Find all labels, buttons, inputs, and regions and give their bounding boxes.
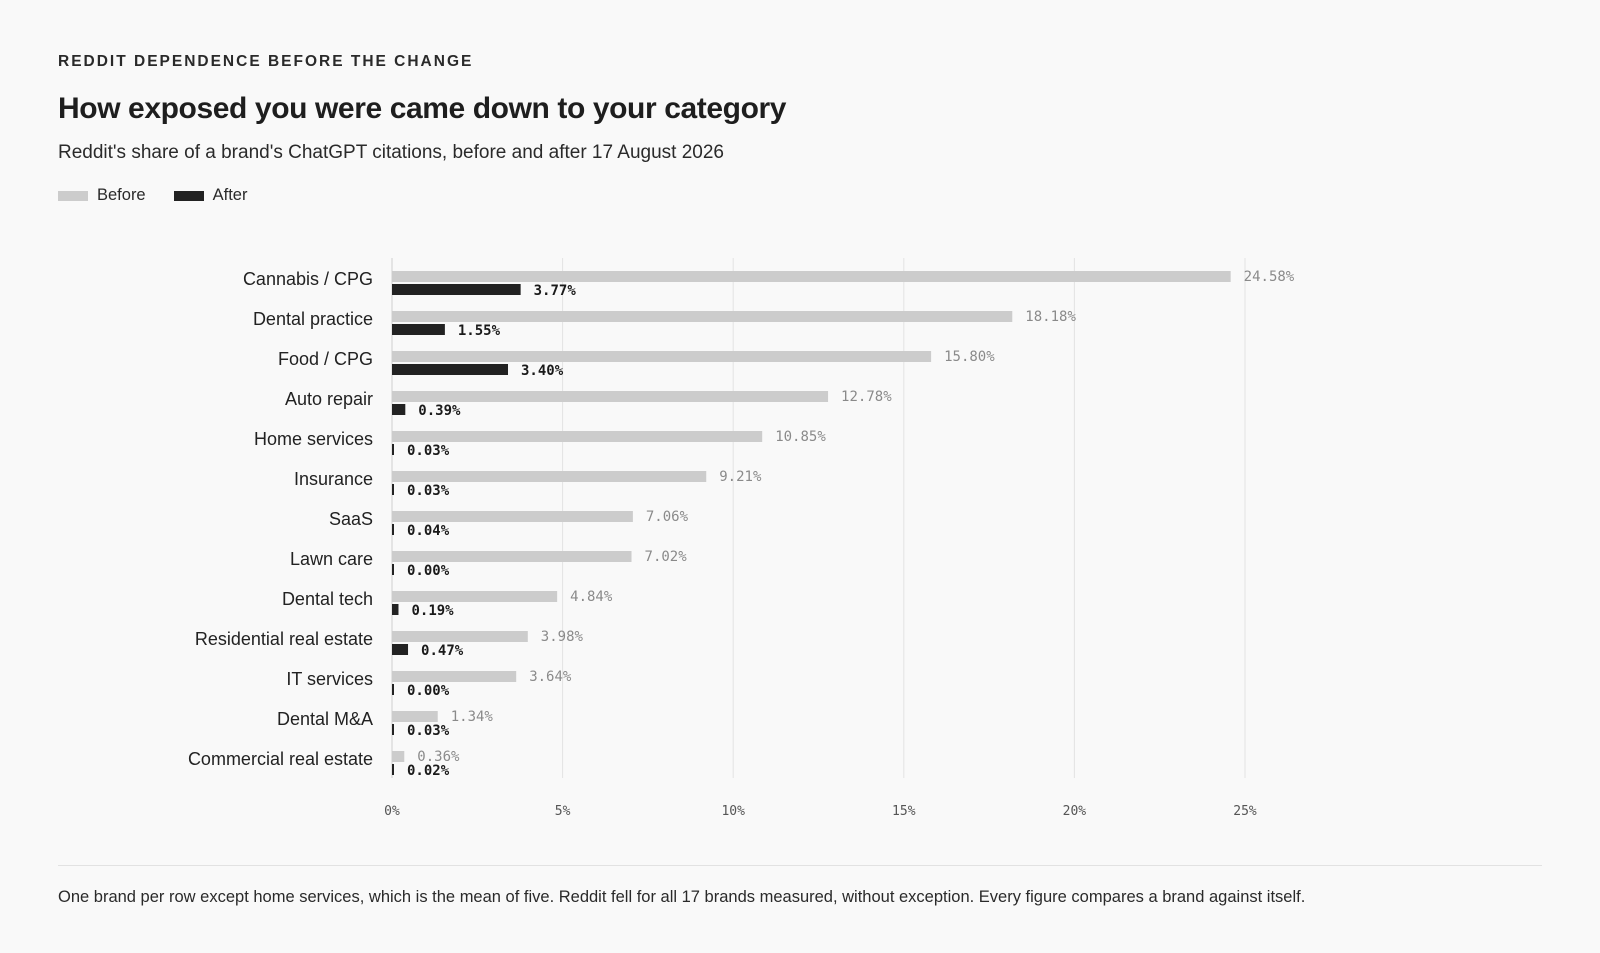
legend-label-before: Before — [97, 186, 146, 204]
bar-after-commercial-real-estate — [392, 764, 394, 775]
bar-before-lawn-care — [392, 551, 632, 562]
bar-before-auto-repair — [392, 391, 829, 402]
legend-item-before: Before — [58, 186, 146, 205]
value-label-after-home-services: 0.03% — [407, 443, 450, 459]
category-label-commercial-real-estate: Commercial real estate — [188, 749, 373, 769]
value-label-before-saas: 7.06% — [646, 509, 689, 525]
value-label-after-lawn-care: 0.00% — [407, 563, 450, 579]
bar-after-auto-repair — [392, 404, 406, 415]
x-tick-label: 15% — [892, 804, 916, 819]
value-label-after-dental-tech: 0.19% — [411, 603, 454, 619]
bar-after-home-services — [392, 444, 394, 455]
bar-after-food-cpg — [392, 364, 509, 375]
legend-swatch-before — [58, 190, 88, 201]
bar-after-residential-real-estate — [392, 644, 409, 655]
x-tick-label: 25% — [1233, 804, 1257, 819]
value-label-after-auto-repair: 0.39% — [418, 403, 461, 419]
value-label-after-dental-m-a: 0.03% — [407, 723, 450, 739]
bar-before-commercial-real-estate — [392, 751, 405, 762]
legend-item-after: After — [173, 186, 248, 205]
chart-subtitle: Reddit's share of a brand's ChatGPT cita… — [58, 142, 724, 163]
value-label-after-cannabis-cpg: 3.77% — [534, 283, 577, 299]
value-label-before-food-cpg: 15.80% — [944, 349, 995, 365]
value-label-before-lawn-care: 7.02% — [645, 549, 688, 565]
legend-swatch-after — [173, 190, 204, 201]
category-label-auto-repair: Auto repair — [285, 389, 373, 409]
category-label-food-cpg: Food / CPG — [278, 349, 373, 369]
footer-divider — [58, 865, 1542, 866]
value-label-before-dental-practice: 18.18% — [1025, 309, 1076, 325]
value-label-after-food-cpg: 3.40% — [521, 363, 564, 379]
bar-after-dental-m-a — [392, 724, 394, 735]
chart-footnote: One brand per row except home services, … — [58, 888, 1306, 906]
bar-after-dental-practice — [392, 324, 445, 335]
value-label-before-dental-m-a: 1.34% — [451, 709, 494, 725]
bar-before-dental-tech — [392, 591, 558, 602]
category-label-lawn-care: Lawn care — [290, 549, 373, 569]
category-label-dental-m-a: Dental M&A — [277, 709, 373, 729]
category-label-dental-tech: Dental tech — [282, 589, 373, 609]
bar-before-cannabis-cpg — [392, 271, 1231, 282]
bar-before-dental-m-a — [392, 711, 438, 722]
value-label-before-dental-tech: 4.84% — [570, 589, 613, 605]
category-label-cannabis-cpg: Cannabis / CPG — [243, 269, 373, 289]
value-label-before-it-services: 3.64% — [529, 669, 572, 685]
bar-after-it-services — [392, 684, 394, 695]
value-label-after-dental-practice: 1.55% — [458, 323, 501, 339]
bar-chart: 0% 5% 10% 15% 20% 25% Cannabis / CPG 24.58% 3.77… — [188, 258, 1295, 819]
value-label-before-insurance: 9.21% — [719, 469, 762, 485]
bar-after-saas — [392, 524, 394, 535]
bar-before-it-services — [392, 671, 517, 682]
category-label-residential-real-estate: Residential real estate — [195, 629, 373, 649]
category-label-saas: SaaS — [329, 509, 373, 529]
x-tick-label: 0% — [384, 804, 400, 819]
value-label-after-commercial-real-estate: 0.02% — [407, 763, 450, 779]
legend-label-after: After — [212, 186, 248, 204]
bar-before-home-services — [392, 431, 763, 442]
x-tick-label: 10% — [721, 804, 745, 819]
value-label-after-insurance: 0.03% — [407, 483, 450, 499]
value-label-before-residential-real-estate: 3.98% — [541, 629, 584, 645]
category-label-home-services: Home services — [254, 429, 373, 449]
category-label-dental-practice: Dental practice — [253, 309, 373, 329]
bar-after-lawn-care — [392, 564, 394, 575]
value-label-before-cannabis-cpg: 24.58% — [1244, 269, 1295, 285]
value-label-after-residential-real-estate: 0.47% — [421, 643, 464, 659]
x-tick-label: 20% — [1063, 804, 1087, 819]
bar-after-dental-tech — [392, 604, 399, 615]
category-label-insurance: Insurance — [294, 469, 373, 489]
bar-after-insurance — [392, 484, 394, 495]
bar-before-saas — [392, 511, 633, 522]
bar-before-dental-practice — [392, 311, 1013, 322]
value-label-before-commercial-real-estate: 0.36% — [417, 749, 460, 765]
value-label-after-it-services: 0.00% — [407, 683, 450, 699]
chart-eyebrow: REDDIT DEPENDENCE BEFORE THE CHANGE — [58, 53, 474, 70]
category-label-it-services: IT services — [286, 669, 373, 689]
bar-before-food-cpg — [392, 351, 932, 362]
chart-legend: Before After — [58, 186, 275, 205]
value-label-after-saas: 0.04% — [407, 523, 450, 539]
value-label-before-auto-repair: 12.78% — [841, 389, 892, 405]
value-label-before-home-services: 10.85% — [775, 429, 826, 445]
bar-before-insurance — [392, 471, 707, 482]
x-tick-label: 5% — [555, 804, 571, 819]
bar-before-residential-real-estate — [392, 631, 528, 642]
chart-title: How exposed you were came down to your c… — [58, 92, 787, 125]
bar-after-cannabis-cpg — [392, 284, 521, 295]
